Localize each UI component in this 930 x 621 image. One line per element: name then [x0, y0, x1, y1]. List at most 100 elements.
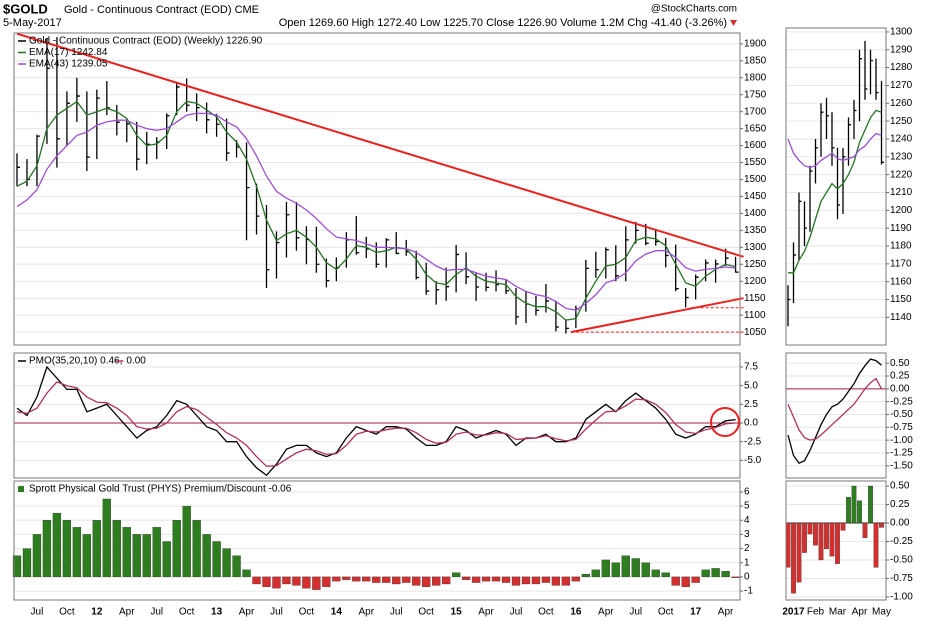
bar — [32, 534, 42, 578]
bar — [142, 534, 151, 578]
ohlc-bar — [475, 273, 480, 301]
y-tick-label: 1650 — [744, 123, 767, 134]
panel-background — [14, 33, 740, 345]
y-tick-label: -1.50 — [890, 460, 913, 471]
x-tick-label: Apr — [598, 607, 614, 618]
quote: Open 1269.60 High 1272.40 Low 1225.70 Cl… — [279, 17, 727, 29]
y-tick-label: 1600 — [744, 140, 767, 151]
y-tick-label: 1100 — [744, 310, 766, 321]
x-tick-label: Apr — [718, 607, 734, 618]
y-tick-label: 1290 — [890, 44, 913, 55]
ohlc-bar — [415, 250, 420, 280]
bar — [212, 541, 221, 578]
bar — [192, 520, 201, 578]
ohlc-bar — [56, 37, 60, 168]
bar — [392, 576, 401, 585]
x-tick-label: Jul — [31, 607, 44, 618]
bar — [813, 522, 818, 546]
x-tick-label: Apr — [478, 607, 494, 618]
ohlc-bar — [853, 99, 857, 139]
bar — [72, 527, 82, 578]
y-tick-label: 1160 — [890, 276, 912, 287]
ohlc-bar — [315, 226, 320, 273]
ohlc-bar — [435, 281, 440, 305]
y-tick-label: 1200 — [890, 205, 913, 216]
ohlc-bar — [655, 230, 659, 246]
y-tick-label: 1 — [744, 557, 750, 568]
bar — [282, 576, 291, 585]
ohlc-bar — [685, 288, 689, 308]
y-tick-label: -1 — [744, 586, 753, 597]
x-tick-label: Oct — [59, 607, 75, 618]
bar — [262, 576, 271, 587]
panel-frame — [785, 27, 887, 346]
ohlc-bar — [535, 295, 539, 316]
y-tick-label: 0.25 — [890, 499, 910, 510]
y-tick-label: 1250 — [744, 259, 767, 270]
bar — [862, 522, 868, 538]
bar — [22, 548, 32, 578]
bar — [671, 576, 680, 586]
y-tick-label: 1400 — [744, 208, 767, 219]
bar — [382, 576, 391, 583]
bar — [611, 562, 620, 578]
bar — [481, 576, 491, 582]
ohlc-bar — [545, 283, 549, 313]
ohlc-bar — [16, 153, 20, 187]
ohlc-bar — [714, 259, 719, 283]
series-line — [16, 365, 736, 477]
ohlc-bar — [136, 121, 140, 171]
x-tick-label: Jul — [270, 607, 283, 618]
y-tick-label: -1.00 — [890, 435, 913, 446]
y-tick-label: -5.0 — [744, 455, 762, 466]
ohlc-bar — [825, 97, 829, 139]
bar — [272, 576, 281, 589]
ohlc-bar — [86, 91, 90, 172]
bar — [102, 498, 111, 578]
y-tick-label: -0.75 — [890, 422, 913, 433]
bar — [352, 576, 361, 582]
series-line — [787, 377, 883, 441]
bar — [202, 534, 211, 578]
y-tick-label: 1240 — [890, 134, 913, 145]
series-line — [787, 132, 882, 169]
y-tick-label: 0.00 — [890, 518, 910, 529]
bar — [731, 576, 740, 578]
bar — [846, 496, 851, 524]
bar — [631, 558, 640, 578]
y-tick-label: -0.50 — [890, 409, 913, 420]
y-tick-label: 1180 — [890, 241, 912, 252]
bar — [829, 522, 835, 557]
ohlc-bar — [809, 165, 813, 232]
y-tick-label: 1850 — [744, 55, 767, 66]
series-line — [787, 358, 882, 465]
x-tick-label: Oct — [538, 607, 554, 618]
bar — [172, 520, 181, 578]
y-tick-label: 1220 — [890, 169, 913, 180]
ohlc-bar — [875, 58, 879, 100]
y-tick-label: 0.25 — [890, 371, 910, 382]
x-tick-label: May — [872, 607, 891, 618]
bar — [721, 571, 730, 578]
bar — [222, 548, 231, 578]
x-tick-label: Apr — [239, 607, 255, 618]
y-tick-label: 1250 — [890, 116, 913, 127]
legend-entry: EMA(43) 1239.05 — [29, 59, 108, 70]
ohlc-bar — [36, 134, 40, 187]
ohlc-bar — [858, 49, 862, 122]
bar — [422, 576, 431, 587]
ohlc-bar — [798, 192, 802, 261]
x-tick-label: Apr — [119, 607, 135, 618]
legend-entry: Gold - Continuous Contract (EOD) (Weekly… — [29, 36, 263, 47]
date: 5-May-2017 — [3, 17, 62, 29]
x-tick-label: Jul — [390, 607, 403, 618]
ohlc-bar — [66, 91, 70, 146]
x-tick-label: 16 — [570, 607, 582, 618]
x-tick-label: Apr — [359, 607, 375, 618]
legend-entry: PMO(35,20,10) 0.46, — [29, 356, 122, 367]
y-tick-label: 1800 — [744, 72, 767, 83]
y-tick-label: 1450 — [744, 191, 767, 202]
ohlc-bar — [255, 183, 260, 235]
bar — [521, 576, 531, 585]
